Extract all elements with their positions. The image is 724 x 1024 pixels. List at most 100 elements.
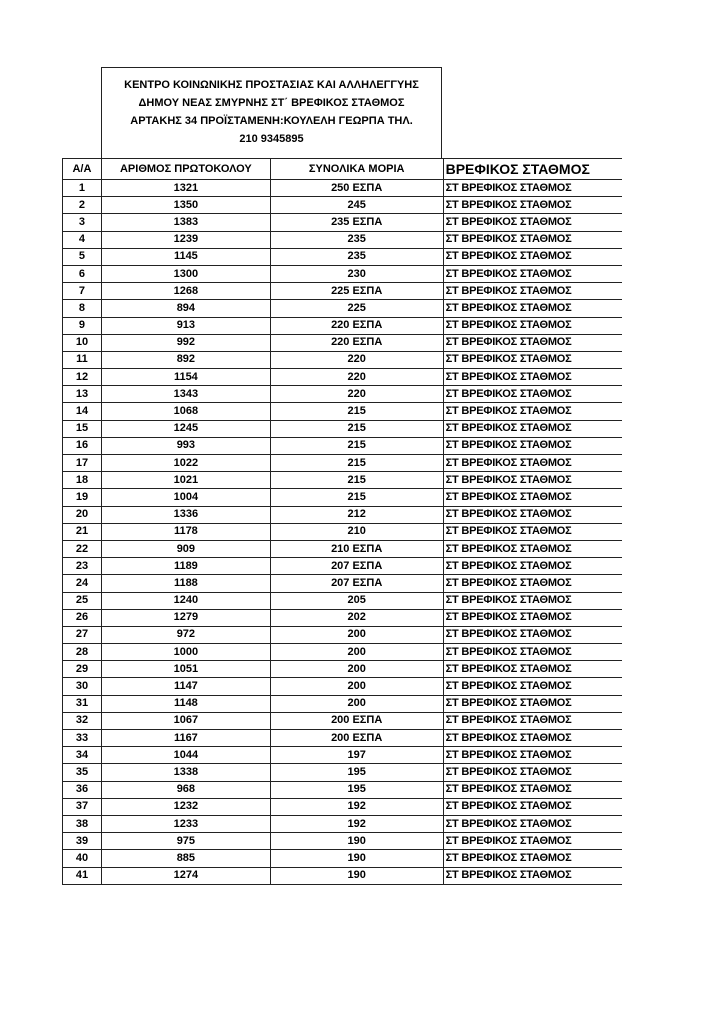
cell-points: 230 [269,264,444,284]
cell-protocol: 1068 [100,402,271,421]
header-line: ΚΕΝΤΡΟ ΚΟΙΝΩΝΙΚΗΣ ΠΡΟΣΤΑΣΙΑΣ ΚΑΙ ΑΛΛΗΛΕΓ… [124,79,419,91]
cell-aa: 6 [62,264,102,284]
cell-points: 225 ΕΣΠΑ [269,282,444,301]
table-row: 26 1279 202 ΣΤ ΒΡΕΦΙΚΟΣ ΣΤΑΘΜΟΣ [62,608,622,627]
cell-points: 245 [269,196,444,215]
cell-points: 195 [269,763,444,782]
cell-protocol: 1336 [100,505,271,524]
table-row: 3 1383 235 ΕΣΠΑ ΣΤ ΒΡΕΦΙΚΟΣ ΣΤΑΘΜΟΣ [62,213,622,232]
cell-protocol: 1245 [100,419,271,438]
cell-protocol: 913 [100,316,271,335]
cell-station: ΣΤ ΒΡΕΦΙΚΟΣ ΣΤΑΘΜΟΣ [442,471,622,490]
cell-points: 202 [269,608,444,627]
table-row: 33 1167 200 ΕΣΠΑ ΣΤ ΒΡΕΦΙΚΟΣ ΣΤΑΘΜΟΣ [62,728,622,748]
cell-protocol: 909 [100,539,271,559]
cell-aa: 38 [62,814,102,834]
cell-protocol: 1268 [100,282,271,301]
cell-points: 215 [269,453,444,473]
cell-protocol: 1178 [100,522,271,541]
cell-protocol: 1051 [100,660,271,679]
cell-station: ΣΤ ΒΡΕΦΙΚΟΣ ΣΤΑΘΜΟΣ [442,488,622,507]
cell-aa: 12 [62,368,102,387]
cell-aa: 37 [62,797,102,816]
table-row: 5 1145 235 ΣΤ ΒΡΕΦΙΚΟΣ ΣΤΑΘΜΟΣ [62,247,622,266]
table-row: 2 1350 245 ΣΤ ΒΡΕΦΙΚΟΣ ΣΤΑΘΜΟΣ [62,196,622,215]
cell-station: ΣΤ ΒΡΕΦΙΚΟΣ ΣΤΑΘΜΟΣ [442,350,622,370]
table-row: 31 1148 200 ΣΤ ΒΡΕΦΙΚΟΣ ΣΤΑΘΜΟΣ [62,694,622,713]
cell-aa: 5 [62,247,102,266]
cell-aa: 31 [62,694,102,713]
header-line: ΑΡΤΑΚΗΣ 34 ΠΡΟΪΣΤΑΜΕΝΗ:ΚΟΥΛΕΛΗ ΓΕΩΡΠΑ ΤΗ… [130,115,413,127]
cell-aa: 4 [62,230,102,249]
cell-station: ΣΤ ΒΡΕΦΙΚΟΣ ΣΤΑΘΜΟΣ [442,453,622,473]
table-row: 6 1300 230 ΣΤ ΒΡΕΦΙΚΟΣ ΣΤΑΘΜΟΣ [62,264,622,284]
cell-station: ΣΤ ΒΡΕΦΙΚΟΣ ΣΤΑΘΜΟΣ [442,763,622,782]
cell-aa: 35 [62,763,102,782]
cell-protocol: 894 [100,299,271,318]
cell-protocol: 885 [100,849,271,868]
table-row: 41 1274 190 ΣΤ ΒΡΕΦΙΚΟΣ ΣΤΑΘΜΟΣ [62,866,622,885]
cell-station: ΣΤ ΒΡΕΦΙΚΟΣ ΣΤΑΘΜΟΣ [442,316,622,335]
table-row: 11 892 220 ΣΤ ΒΡΕΦΙΚΟΣ ΣΤΑΘΜΟΣ [62,350,622,370]
table-row: 18 1021 215 ΣΤ ΒΡΕΦΙΚΟΣ ΣΤΑΘΜΟΣ [62,471,622,490]
cell-protocol: 993 [100,436,271,456]
cell-aa: 29 [62,660,102,679]
cell-station: ΣΤ ΒΡΕΦΙΚΟΣ ΣΤΑΘΜΟΣ [442,694,622,713]
cell-protocol: 968 [100,780,271,799]
cell-station: ΣΤ ΒΡΕΦΙΚΟΣ ΣΤΑΘΜΟΣ [442,282,622,301]
cell-protocol: 1232 [100,797,271,816]
column-header-aa: Α/Α [62,158,102,180]
cell-points: 200 [269,643,444,662]
document-header: ΚΕΝΤΡΟ ΚΟΙΝΩΝΙΚΗΣ ΠΡΟΣΤΑΣΙΑΣ ΚΑΙ ΑΛΛΗΛΕΓ… [101,67,442,158]
cell-points: 220 ΕΣΠΑ [269,333,444,352]
table-row: 19 1004 215 ΣΤ ΒΡΕΦΙΚΟΣ ΣΤΑΘΜΟΣ [62,488,622,507]
cell-protocol: 1067 [100,711,271,731]
cell-points: 207 ΕΣΠΑ [269,557,444,576]
cell-station: ΣΤ ΒΡΕΦΙΚΟΣ ΣΤΑΘΜΟΣ [442,660,622,679]
cell-points: 190 [269,849,444,868]
cell-station: ΣΤ ΒΡΕΦΙΚΟΣ ΣΤΑΘΜΟΣ [442,178,622,198]
cell-points: 200 ΕΣΠΑ [269,728,444,748]
cell-aa: 11 [62,350,102,370]
cell-aa: 34 [62,746,102,765]
cell-station: ΣΤ ΒΡΕΦΙΚΟΣ ΣΤΑΘΜΟΣ [442,746,622,765]
cell-aa: 41 [62,866,102,885]
cell-station: ΣΤ ΒΡΕΦΙΚΟΣ ΣΤΑΘΜΟΣ [442,505,622,524]
cell-station: ΣΤ ΒΡΕΦΙΚΟΣ ΣΤΑΘΜΟΣ [442,677,622,696]
cell-station: ΣΤ ΒΡΕΦΙΚΟΣ ΣΤΑΘΜΟΣ [442,333,622,352]
table-row: 34 1044 197 ΣΤ ΒΡΕΦΙΚΟΣ ΣΤΑΘΜΟΣ [62,746,622,765]
cell-aa: 26 [62,608,102,627]
cell-aa: 20 [62,505,102,524]
table-row: 22 909 210 ΕΣΠΑ ΣΤ ΒΡΕΦΙΚΟΣ ΣΤΑΘΜΟΣ [62,539,622,559]
cell-protocol: 1338 [100,763,271,782]
cell-protocol: 1239 [100,230,271,249]
cell-station: ΣΤ ΒΡΕΦΙΚΟΣ ΣΤΑΘΜΟΣ [442,368,622,387]
cell-protocol: 1188 [100,574,271,593]
cell-protocol: 1343 [100,385,271,404]
cell-station: ΣΤ ΒΡΕΦΙΚΟΣ ΣΤΑΘΜΟΣ [442,866,622,885]
cell-aa: 30 [62,677,102,696]
table-row: 40 885 190 ΣΤ ΒΡΕΦΙΚΟΣ ΣΤΑΘΜΟΣ [62,849,622,868]
table-row: 1 1321 250 ΕΣΠΑ ΣΤ ΒΡΕΦΙΚΟΣ ΣΤΑΘΜΟΣ [62,178,622,198]
cell-aa: 25 [62,591,102,610]
cell-protocol: 992 [100,333,271,352]
cell-aa: 14 [62,402,102,421]
cell-station: ΣΤ ΒΡΕΦΙΚΟΣ ΣΤΑΘΜΟΣ [442,247,622,266]
cell-aa: 18 [62,471,102,490]
cell-points: 192 [269,814,444,834]
cell-points: 190 [269,832,444,851]
table-row: 24 1188 207 ΕΣΠΑ ΣΤ ΒΡΕΦΙΚΟΣ ΣΤΑΘΜΟΣ [62,574,622,593]
cell-station: ΣΤ ΒΡΕΦΙΚΟΣ ΣΤΑΘΜΟΣ [442,728,622,748]
table-row: 4 1239 235 ΣΤ ΒΡΕΦΙΚΟΣ ΣΤΑΘΜΟΣ [62,230,622,249]
table-row: 12 1154 220 ΣΤ ΒΡΕΦΙΚΟΣ ΣΤΑΘΜΟΣ [62,368,622,387]
cell-points: 197 [269,746,444,765]
cell-aa: 40 [62,849,102,868]
cell-aa: 1 [62,178,102,198]
cell-protocol: 1154 [100,368,271,387]
cell-points: 225 [269,299,444,318]
table-row: 14 1068 215 ΣΤ ΒΡΕΦΙΚΟΣ ΣΤΑΘΜΟΣ [62,402,622,421]
table-row: 30 1147 200 ΣΤ ΒΡΕΦΙΚΟΣ ΣΤΑΘΜΟΣ [62,677,622,696]
cell-station: ΣΤ ΒΡΕΦΙΚΟΣ ΣΤΑΘΜΟΣ [442,230,622,249]
cell-aa: 33 [62,728,102,748]
cell-points: 205 [269,591,444,610]
